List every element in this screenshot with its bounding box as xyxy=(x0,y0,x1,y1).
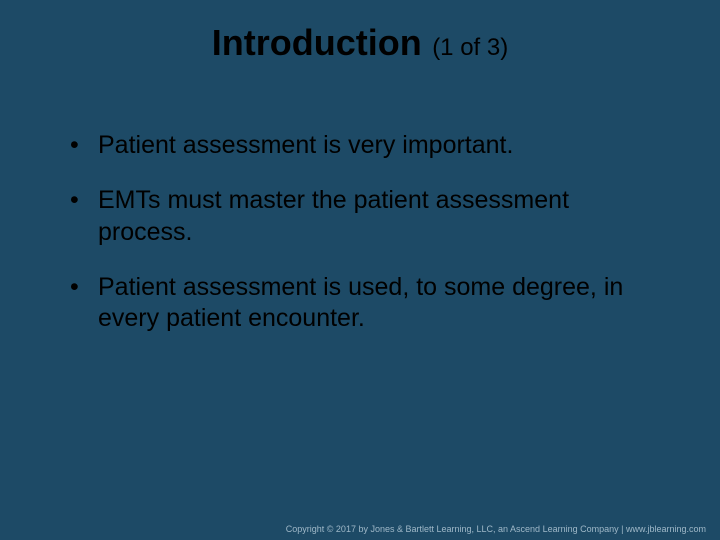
copyright-footer: Copyright © 2017 by Jones & Bartlett Lea… xyxy=(286,524,706,534)
slide: Introduction (1 of 3) Patient assessment… xyxy=(0,0,720,540)
bullet-item: Patient assessment is used, to some degr… xyxy=(70,272,660,335)
bullet-list: Patient assessment is very important. EM… xyxy=(70,130,660,358)
slide-title: Introduction (1 of 3) xyxy=(0,22,720,64)
bullet-item: Patient assessment is very important. xyxy=(70,130,660,161)
bullet-item: EMTs must master the patient assessment … xyxy=(70,185,660,248)
bullet-text: Patient assessment is very important. xyxy=(98,131,513,159)
title-sub: (1 of 3) xyxy=(432,34,508,61)
title-main: Introduction xyxy=(212,22,422,63)
bullet-text: Patient assessment is used, to some degr… xyxy=(98,273,623,332)
bullet-text: EMTs must master the patient assessment … xyxy=(98,186,569,245)
